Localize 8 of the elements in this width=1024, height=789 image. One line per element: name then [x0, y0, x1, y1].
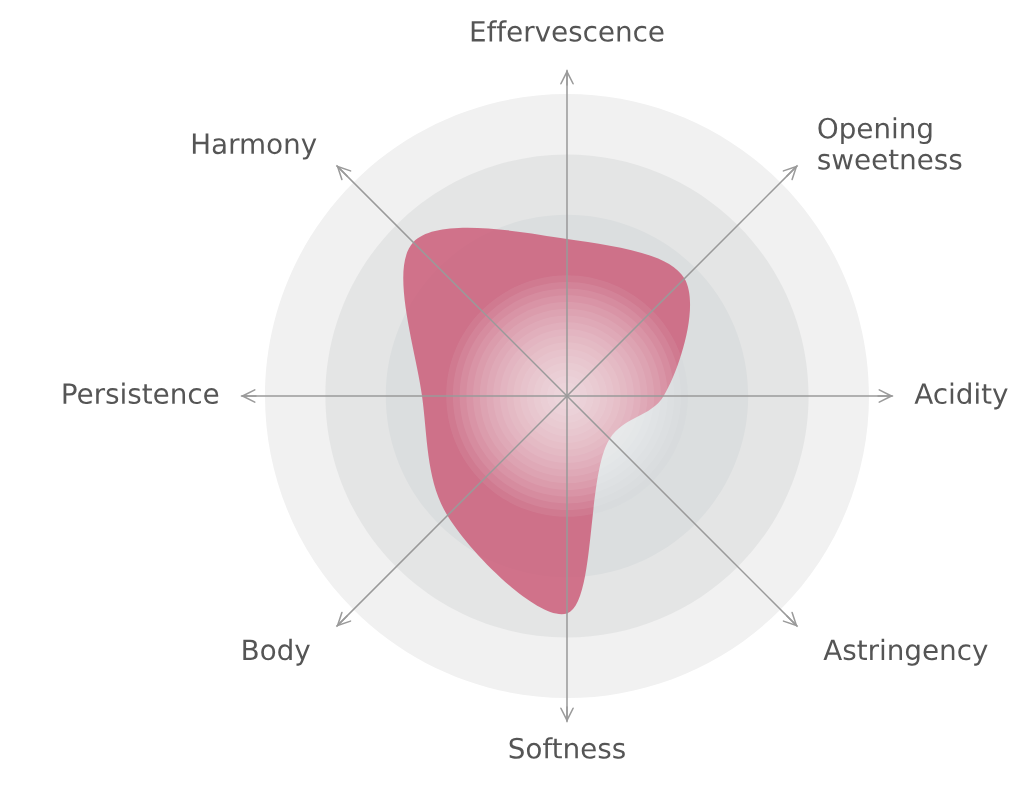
spoke-label: Harmony — [192, 133, 317, 160]
spoke-label: Astringency — [823, 638, 988, 666]
spoke-label: Body — [243, 638, 310, 666]
spoke-label: Acidity — [914, 382, 1008, 410]
spoke-label: Softness — [509, 737, 625, 759]
spoke-label: Opening sweetness — [818, 117, 962, 170]
spoke-label: Effervescence — [471, 20, 664, 42]
spoke-label: Persistence — [63, 382, 219, 405]
